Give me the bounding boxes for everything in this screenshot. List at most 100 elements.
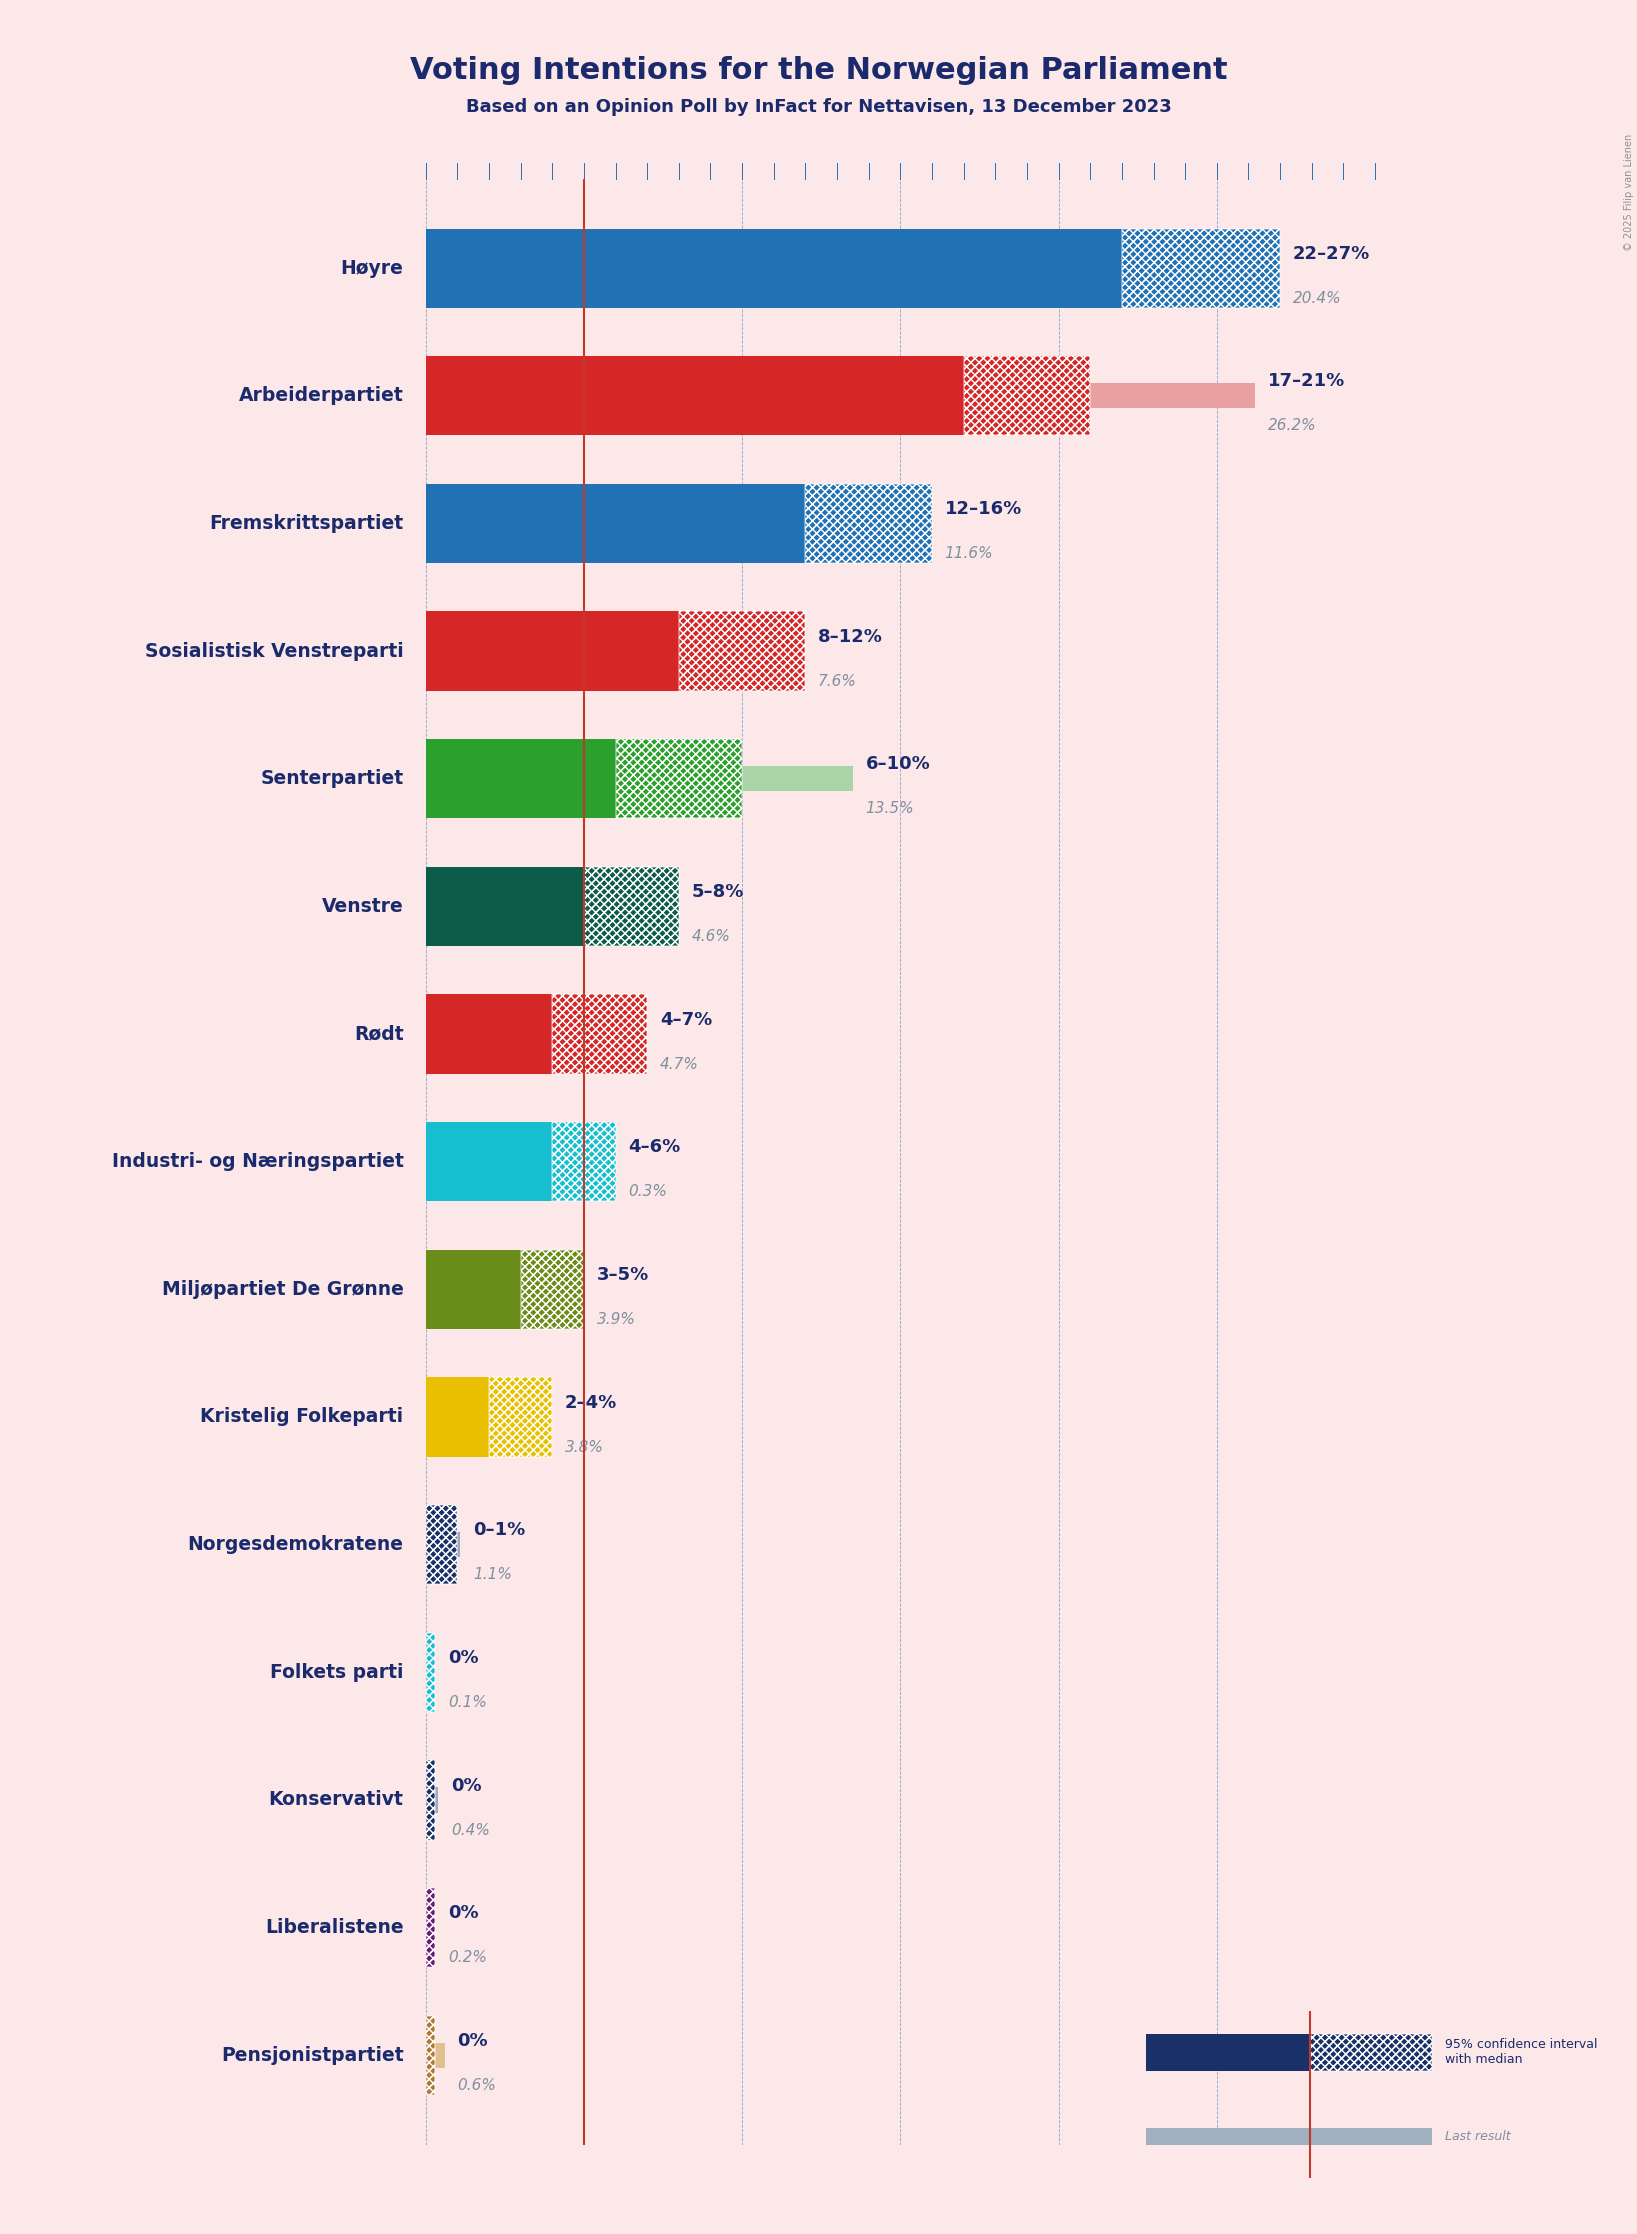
- Text: 4–6%: 4–6%: [629, 1139, 681, 1157]
- Bar: [426, 1915, 432, 1941]
- Bar: [426, 1760, 435, 1839]
- Bar: [426, 1506, 457, 1584]
- Bar: [426, 1760, 435, 1839]
- Text: 0%: 0%: [450, 1776, 481, 1794]
- Bar: [426, 1760, 435, 1839]
- Bar: [679, 612, 805, 690]
- Bar: [552, 994, 647, 1075]
- Bar: [426, 639, 666, 663]
- Text: 4–7%: 4–7%: [660, 1010, 712, 1030]
- Text: Voting Intentions for the Norwegian Parliament: Voting Intentions for the Norwegian Parl…: [409, 56, 1228, 85]
- Bar: [426, 1506, 457, 1584]
- Bar: [584, 867, 679, 945]
- Text: Miljøpartiet De Grønne: Miljøpartiet De Grønne: [162, 1280, 403, 1298]
- Bar: [521, 1249, 584, 1329]
- Bar: [805, 485, 931, 563]
- Bar: [426, 1888, 435, 1968]
- Bar: [584, 867, 679, 945]
- Bar: [426, 612, 679, 690]
- Text: 1.1%: 1.1%: [473, 1568, 512, 1582]
- Bar: [1146, 2127, 1432, 2145]
- Bar: [552, 1121, 616, 1202]
- Text: 3.9%: 3.9%: [596, 1311, 635, 1327]
- Bar: [1146, 2033, 1310, 2071]
- Bar: [426, 994, 552, 1075]
- Text: 22–27%: 22–27%: [1293, 246, 1370, 264]
- Bar: [521, 1249, 584, 1329]
- Bar: [426, 1787, 439, 1812]
- Bar: [584, 867, 679, 945]
- Bar: [426, 1148, 435, 1175]
- Text: 26.2%: 26.2%: [1267, 418, 1316, 433]
- Bar: [426, 894, 571, 918]
- Bar: [426, 1276, 548, 1302]
- Bar: [489, 1378, 552, 1457]
- Bar: [426, 867, 584, 945]
- Bar: [1121, 228, 1280, 308]
- Bar: [1310, 2033, 1432, 2071]
- Text: Fremskrittspartiet: Fremskrittspartiet: [210, 514, 403, 534]
- Text: 12–16%: 12–16%: [945, 500, 1021, 518]
- Text: 8–12%: 8–12%: [818, 628, 882, 646]
- Text: 4.7%: 4.7%: [660, 1057, 699, 1072]
- Text: 20.4%: 20.4%: [1293, 290, 1341, 306]
- Bar: [426, 512, 792, 536]
- Bar: [521, 1249, 584, 1329]
- Text: Liberalistene: Liberalistene: [265, 1919, 403, 1937]
- Bar: [1121, 228, 1280, 308]
- Text: 4.6%: 4.6%: [691, 929, 730, 945]
- Text: 3.8%: 3.8%: [565, 1439, 604, 1454]
- Bar: [489, 1378, 552, 1457]
- Bar: [426, 1378, 489, 1457]
- Bar: [679, 612, 805, 690]
- Text: Sosialistisk Venstreparti: Sosialistisk Venstreparti: [144, 641, 403, 661]
- Bar: [426, 1633, 435, 1711]
- Bar: [426, 739, 616, 818]
- Text: Arbeiderpartiet: Arbeiderpartiet: [239, 386, 403, 404]
- Text: Pensjonistpartiet: Pensjonistpartiet: [221, 2046, 403, 2064]
- Text: Last result: Last result: [1444, 2129, 1511, 2142]
- Bar: [964, 355, 1090, 436]
- Text: © 2025 Filip van Lienen: © 2025 Filip van Lienen: [1624, 134, 1634, 250]
- Text: 95% confidence interval
with median: 95% confidence interval with median: [1444, 2037, 1598, 2066]
- Text: 3–5%: 3–5%: [596, 1267, 648, 1285]
- Bar: [426, 382, 1256, 409]
- Bar: [616, 739, 742, 818]
- Bar: [805, 485, 931, 563]
- Bar: [616, 739, 742, 818]
- Text: 0%: 0%: [457, 2033, 488, 2051]
- Text: 0.4%: 0.4%: [450, 1823, 489, 1839]
- Text: 6–10%: 6–10%: [866, 755, 930, 773]
- Text: 2–4%: 2–4%: [565, 1394, 617, 1412]
- Bar: [1310, 2033, 1432, 2071]
- Bar: [805, 485, 931, 563]
- Bar: [552, 1121, 616, 1202]
- Bar: [489, 1378, 552, 1457]
- Text: Kristelig Folkeparti: Kristelig Folkeparti: [200, 1407, 403, 1428]
- Bar: [426, 1405, 545, 1430]
- Text: Senterpartiet: Senterpartiet: [260, 768, 403, 789]
- Bar: [426, 2015, 435, 2095]
- Bar: [616, 739, 742, 818]
- Text: Folkets parti: Folkets parti: [270, 1662, 403, 1682]
- Bar: [426, 228, 1121, 308]
- Text: Venstre: Venstre: [322, 896, 403, 916]
- Text: 0–1%: 0–1%: [473, 1521, 525, 1539]
- Bar: [964, 355, 1090, 436]
- Bar: [426, 766, 853, 791]
- Bar: [426, 1888, 435, 1968]
- Bar: [426, 1249, 521, 1329]
- Text: 11.6%: 11.6%: [945, 545, 994, 561]
- Text: 0.2%: 0.2%: [449, 1950, 486, 1966]
- Bar: [964, 355, 1090, 436]
- Text: Rødt: Rødt: [354, 1025, 403, 1043]
- Bar: [426, 1121, 552, 1202]
- Text: 17–21%: 17–21%: [1267, 373, 1344, 391]
- Text: 7.6%: 7.6%: [818, 675, 856, 688]
- Bar: [426, 1633, 435, 1711]
- Bar: [426, 2015, 435, 2095]
- Text: Norgesdemokratene: Norgesdemokratene: [188, 1535, 403, 1555]
- Text: 5–8%: 5–8%: [691, 882, 743, 900]
- Bar: [426, 1633, 435, 1711]
- Text: 0%: 0%: [449, 1903, 478, 1923]
